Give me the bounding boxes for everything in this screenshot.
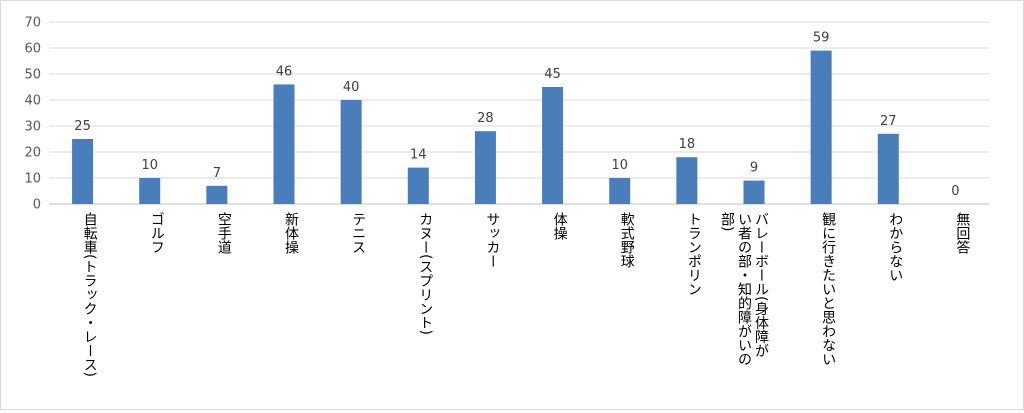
bar	[810, 50, 832, 204]
category-label: ゴルフ	[149, 212, 165, 254]
data-label: 18	[679, 137, 696, 152]
data-label: 7	[213, 166, 221, 181]
data-label: 9	[750, 161, 758, 176]
bar	[72, 139, 94, 204]
bar	[474, 131, 496, 204]
y-tick-label: 20	[24, 146, 41, 161]
data-label: 27	[880, 114, 897, 129]
category-label: サッカー	[484, 212, 500, 268]
category-label-line: 軟式野球	[619, 212, 635, 268]
data-label: 0	[951, 184, 959, 199]
category-label-line: 空手道	[216, 212, 232, 255]
category-label: 自転車(トラック・レース)	[82, 212, 98, 377]
data-label: 25	[74, 119, 91, 134]
category-label-line: 自転車(トラック・レース)	[82, 212, 98, 377]
category-label: 無回答	[954, 212, 970, 254]
bar	[609, 178, 631, 204]
category-label: テニス	[350, 212, 366, 254]
category-label: カヌー(スプリント)	[417, 212, 433, 335]
category-label-line: 体操	[552, 212, 568, 241]
y-axis-ticks: 0 10 20 30 40 50 60 70	[24, 16, 41, 213]
bar	[273, 84, 295, 204]
category-label: わからない	[887, 212, 903, 282]
bar	[877, 133, 899, 204]
y-tick-label: 40	[24, 94, 41, 109]
bar	[206, 185, 228, 204]
category-label-line: トランポリン	[686, 212, 702, 296]
category-label-line: わからない	[887, 212, 903, 282]
category-label-line: 新体操	[283, 212, 299, 255]
category-label: 新体操	[283, 212, 299, 255]
bar	[139, 178, 161, 204]
bar	[743, 180, 765, 204]
category-label-line: サッカー	[484, 212, 500, 268]
y-tick-label: 0	[33, 198, 41, 213]
data-label: 45	[544, 67, 561, 82]
bar	[340, 100, 362, 204]
y-tick-label: 30	[24, 120, 41, 135]
bars	[72, 50, 899, 204]
data-label: 59	[813, 31, 830, 46]
category-label: 軟式野球	[619, 212, 635, 268]
bar	[407, 167, 429, 204]
data-label: 14	[410, 148, 427, 163]
y-tick-label: 60	[24, 42, 41, 57]
y-tick-label: 10	[24, 172, 41, 187]
category-label-line: ゴルフ	[149, 212, 165, 254]
category-label-line: 部)	[719, 212, 735, 231]
category-label: 空手道	[216, 212, 232, 255]
data-label: 10	[141, 158, 158, 173]
data-label: 46	[276, 64, 293, 79]
y-tick-label: 70	[24, 16, 41, 31]
gridlines	[49, 21, 989, 205]
category-label-line: 観に行きたいと思わない	[820, 211, 836, 366]
category-label: トランポリン	[686, 212, 702, 296]
data-label: 28	[477, 111, 494, 126]
bar	[542, 87, 564, 204]
category-label-line: 無回答	[954, 212, 970, 254]
category-label-line: テニス	[350, 212, 366, 254]
category-label-line: い者の部・知的障がいの	[736, 212, 752, 366]
data-label: 40	[343, 80, 360, 95]
category-label-line: バレーボール(身体障が	[753, 212, 769, 358]
data-label: 10	[611, 158, 628, 173]
category-label: 観に行きたいと思わない	[820, 211, 836, 366]
data-labels: 25 10 7 46 40 14 28 45 10 18 9 59 27 0	[74, 31, 959, 199]
y-tick-label: 50	[24, 68, 41, 83]
category-label: 体操	[552, 212, 568, 241]
category-labels: 自転車(トラック・レース) ゴルフ 空手道 新体操 テニス カヌー(スプリント) サッカー 体…	[82, 211, 971, 377]
category-label-line: カヌー(スプリント)	[417, 212, 433, 335]
bar	[676, 157, 698, 204]
